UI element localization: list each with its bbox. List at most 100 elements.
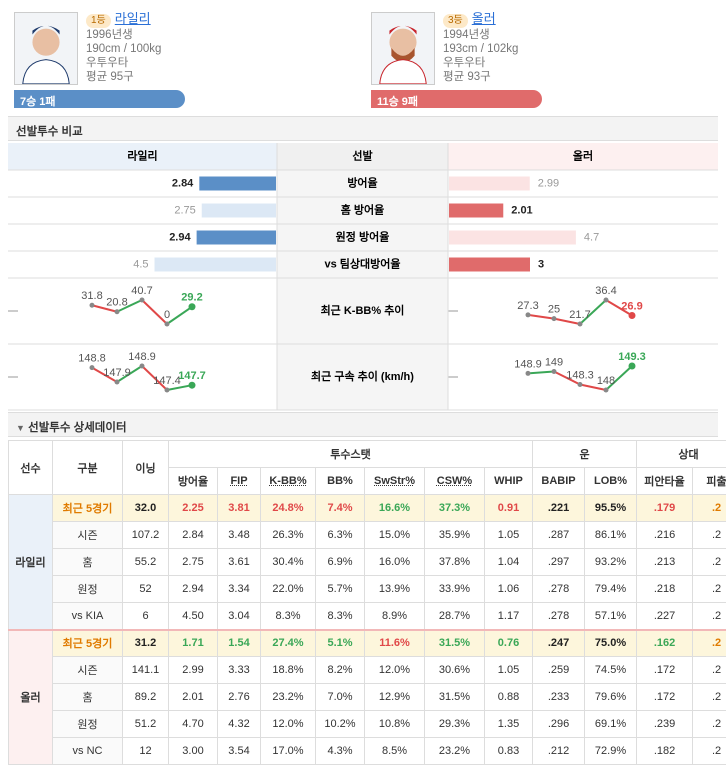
stat-cell: 16.6% — [364, 494, 425, 522]
data-row: vs KIA 6 4.50 3.04 8.3% 8.3% 8.9% 28.7% 1.17.278… — [9, 602, 726, 630]
trend-label: 최근 구속 추이 (km/h) — [311, 369, 414, 383]
data-row: 원정 52 2.94 3.34 22.0% 5.7% 13.9% 33.9% 1.06.278 7… — [9, 575, 726, 603]
header-bg — [448, 143, 718, 170]
stat-cell: 107.2 — [122, 521, 169, 549]
trend-point — [551, 316, 557, 322]
trend-segment — [579, 299, 607, 325]
group-header: 선수 — [8, 440, 53, 495]
trend-point — [188, 303, 196, 311]
trend-segment — [527, 313, 555, 320]
trend-point — [525, 312, 531, 318]
stat-cell: 10.2% — [315, 710, 365, 738]
hand: 우투우타 — [86, 57, 129, 69]
stat-cell: 0.91 — [483, 494, 534, 522]
group-header: 운 — [532, 440, 638, 468]
trend-value: 21.7 — [569, 309, 590, 321]
stat-cell: 8.3% — [260, 602, 316, 630]
stat-cell: .227 — [636, 602, 694, 630]
column-header: SwStr% — [364, 467, 425, 495]
stat-cell: .2 — [692, 494, 726, 522]
trend-value: 147.9 — [103, 367, 131, 379]
pitcher-name[interactable]: 올러 — [471, 11, 496, 26]
stat-cell: 74.5% — [584, 656, 638, 684]
stat-cell: 3.61 — [217, 548, 261, 576]
stat-cell: 3.00 — [168, 737, 218, 765]
trend-point — [628, 312, 636, 320]
stat-cell: .218 — [636, 575, 694, 603]
trend-point — [89, 365, 95, 371]
stat-cell: 3.04 — [217, 602, 261, 630]
stat-cell: .278 — [532, 602, 586, 630]
split: 원정 — [52, 575, 123, 603]
bar-value: 2.84 — [172, 177, 194, 189]
group-header: 구분 — [52, 440, 123, 495]
header-row: 선수 구분 이닝 투수스탯 운 상대 — [8, 440, 726, 495]
stat-cell: 6 — [122, 602, 169, 630]
stat-cell: 15.0% — [364, 521, 425, 549]
bar-value: 4.7 — [584, 231, 599, 243]
stat-cell: 141.1 — [122, 656, 169, 684]
trend-segment — [91, 366, 118, 383]
stat-cell: .172 — [636, 683, 694, 711]
record-bar: 11승 9패 — [371, 90, 542, 108]
stat-cell: .2 — [692, 683, 726, 711]
stat-cell: 0.83 — [483, 737, 534, 765]
hand: 우투우타 — [443, 57, 486, 69]
stat-cell: 5.1% — [315, 629, 365, 657]
pitches: 평균 93구 — [443, 71, 491, 83]
stat-cell: 4.32 — [217, 710, 261, 738]
trend-value: 149.3 — [618, 351, 646, 363]
stat-cell: 24.8% — [260, 494, 316, 522]
stat-cell: 2.25 — [168, 494, 218, 522]
stat-cell: 57.1% — [584, 602, 638, 630]
trend-value: 148.9 — [514, 358, 542, 370]
trend-point — [577, 321, 583, 327]
column-header: 방어율 — [168, 467, 218, 495]
stat-cell: 3.33 — [217, 656, 261, 684]
stat-cell: 23.2% — [424, 737, 485, 765]
trend-segment — [116, 299, 143, 313]
bar — [449, 257, 530, 272]
stat-cell: .2 — [692, 629, 726, 657]
stat-cell: .287 — [532, 521, 586, 549]
group-header: 상대 — [636, 440, 726, 468]
stat-cell: 13.9% — [364, 575, 425, 603]
trend-value: 148 — [597, 375, 615, 387]
stat-cell: 8.2% — [315, 656, 365, 684]
bar — [199, 176, 276, 191]
stat-cell: 4.70 — [168, 710, 218, 738]
stat-cell: 35.9% — [424, 521, 485, 549]
rank-badge: 1등 — [86, 14, 111, 28]
stat-cell: 29.3% — [424, 710, 485, 738]
trend-point — [603, 387, 609, 393]
trend-value: 149 — [545, 356, 563, 368]
stat-cell: 33.9% — [424, 575, 485, 603]
trend-value: 27.3 — [517, 300, 538, 312]
trend-value: 0 — [164, 309, 170, 321]
stat-cell: 3.54 — [217, 737, 261, 765]
stat-cell: 2.84 — [168, 521, 218, 549]
bar-value: 2.94 — [169, 231, 191, 243]
pitcher-name[interactable]: 라일리 — [114, 11, 151, 26]
bar-value: 4.5 — [133, 258, 148, 270]
stat-cell: 52 — [122, 575, 169, 603]
stat-cell: 17.0% — [260, 737, 316, 765]
stat-cell: 37.8% — [424, 548, 485, 576]
stat-cell: 79.6% — [584, 683, 638, 711]
stat-cell: 3.34 — [217, 575, 261, 603]
stat-cell: 30.4% — [260, 548, 316, 576]
trend-value: 29.2 — [181, 292, 202, 304]
stat-cell: 1.05 — [483, 656, 534, 684]
photo — [371, 12, 435, 85]
detail-table-wrap: 선수 구분 이닝 투수스탯 운 상대 방어율 FIP K-BB% BB% SwStr% CSW% WHI… — [8, 440, 726, 771]
data-row: 시즌 141.1 2.99 3.33 18.8% 8.2% 12.0% 30.6% 1.05.2… — [9, 656, 726, 684]
trend-value: 25 — [548, 304, 560, 316]
stat-cell: .172 — [636, 656, 694, 684]
toggle-icon[interactable]: ▼ — [16, 423, 25, 433]
section-title: ▼ 선발투수 상세데이터 — [8, 412, 718, 437]
header-row: 방어율 FIP K-BB% BB% SwStr% CSW% WHIP BABIP LOB% 피안타… — [9, 467, 726, 495]
trend-value: 148.3 — [566, 369, 594, 381]
trend-segment — [141, 299, 168, 325]
stat-cell: 75.0% — [584, 629, 638, 657]
stat-cell: .247 — [532, 629, 586, 657]
